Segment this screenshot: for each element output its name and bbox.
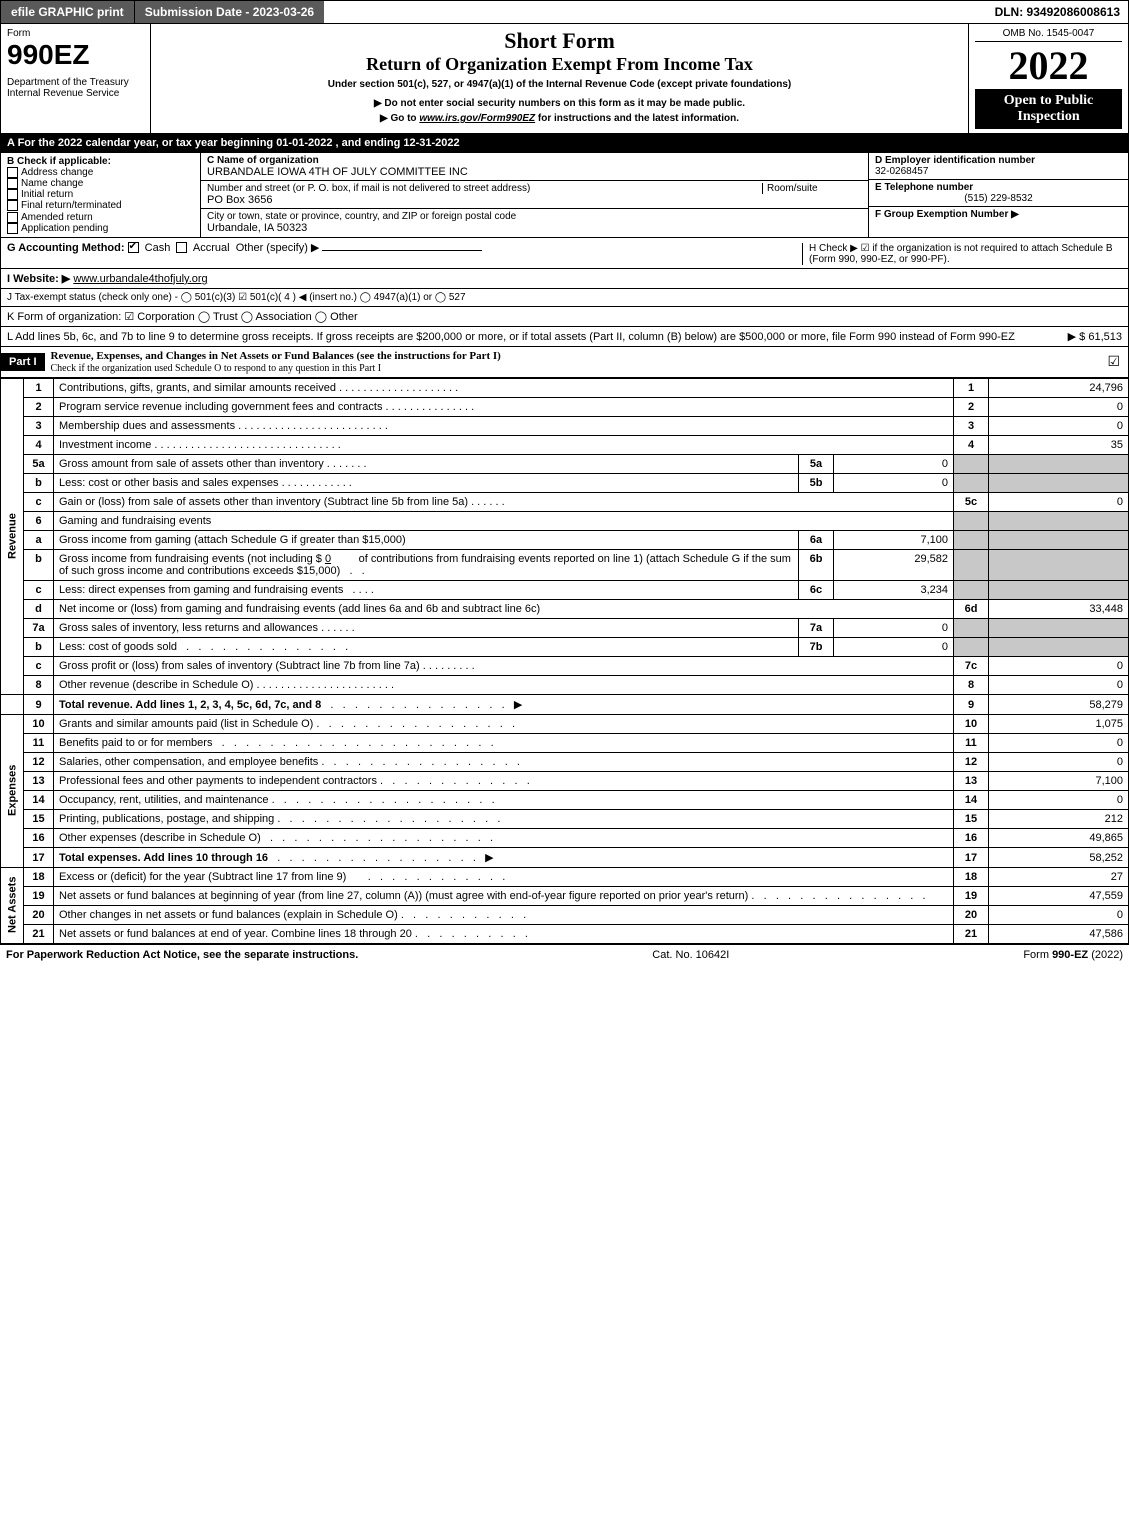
vert-revenue: Revenue bbox=[1, 378, 24, 694]
name-label: C Name of organization bbox=[207, 155, 862, 166]
topbar: efile GRAPHIC print Submission Date - 20… bbox=[0, 0, 1129, 24]
tel-value: (515) 229-8532 bbox=[875, 193, 1122, 204]
check-name[interactable]: Name change bbox=[7, 178, 194, 189]
dept-text: Department of the Treasury Internal Reve… bbox=[7, 77, 144, 99]
row-k: K Form of organization: ☑ Corporation ◯ … bbox=[0, 307, 1129, 327]
row-l-amount: ▶ $ 61,513 bbox=[1058, 330, 1122, 343]
footer: For Paperwork Reduction Act Notice, see … bbox=[0, 944, 1129, 965]
footer-form: Form 990-EZ (2022) bbox=[1023, 949, 1123, 961]
row-l-text: L Add lines 5b, 6c, and 7b to line 9 to … bbox=[7, 331, 1058, 343]
city-value: Urbandale, IA 50323 bbox=[207, 222, 862, 234]
row-l: L Add lines 5b, 6c, and 7b to line 9 to … bbox=[0, 327, 1129, 347]
part1-label: Part I bbox=[1, 353, 45, 371]
vert-expenses: Expenses bbox=[1, 714, 24, 867]
city-label: City or town, state or province, country… bbox=[207, 211, 862, 222]
g-label: G Accounting Method: bbox=[7, 242, 125, 254]
row-i: I Website: ▶ www.urbandale4thofjuly.org bbox=[0, 269, 1129, 289]
street-value: PO Box 3656 bbox=[207, 194, 762, 206]
box-c: C Name of organization URBANDALE IOWA 4T… bbox=[201, 153, 868, 237]
form-label: Form bbox=[7, 28, 144, 39]
row-h: H Check ▶ ☑ if the organization is not r… bbox=[802, 243, 1122, 265]
check-pending[interactable]: Application pending bbox=[7, 223, 194, 234]
website-label: I Website: ▶ bbox=[7, 273, 70, 285]
tel-label: E Telephone number bbox=[875, 182, 1122, 193]
title-block: Short Form Return of Organization Exempt… bbox=[151, 24, 968, 133]
check-accrual[interactable] bbox=[176, 242, 187, 253]
row-g-h: G Accounting Method: Cash Accrual Other … bbox=[0, 238, 1129, 269]
org-info-row: B Check if applicable: Address change Na… bbox=[0, 153, 1129, 238]
section-a-bar: A For the 2022 calendar year, or tax yea… bbox=[0, 133, 1129, 153]
ein-value: 32-0268457 bbox=[875, 166, 1122, 177]
under-section: Under section 501(c), 527, or 4947(a)(1)… bbox=[159, 79, 960, 90]
ein-label: D Employer identification number bbox=[875, 155, 1122, 166]
submission-date: Submission Date - 2023-03-26 bbox=[135, 1, 324, 23]
open-public: Open to Public Inspection bbox=[975, 89, 1122, 129]
vert-netassets: Net Assets bbox=[1, 867, 24, 943]
part1-title: Revenue, Expenses, and Changes in Net As… bbox=[51, 350, 501, 362]
street-label: Number and street (or P. O. box, if mail… bbox=[207, 183, 762, 194]
check-amended[interactable]: Amended return bbox=[7, 212, 194, 223]
year-block: OMB No. 1545-0047 2022 Open to Public In… bbox=[968, 24, 1128, 133]
part1-checked[interactable]: ☑ bbox=[1107, 353, 1128, 370]
check-initial[interactable]: Initial return bbox=[7, 189, 194, 200]
room-label: Room/suite bbox=[767, 183, 862, 194]
ssn-warning: ▶ Do not enter social security numbers o… bbox=[159, 98, 960, 109]
check-address[interactable]: Address change bbox=[7, 167, 194, 178]
omb-number: OMB No. 1545-0047 bbox=[975, 28, 1122, 42]
box-d: D Employer identification number 32-0268… bbox=[868, 153, 1128, 237]
part1-header: Part I Revenue, Expenses, and Changes in… bbox=[0, 347, 1129, 378]
footer-left: For Paperwork Reduction Act Notice, see … bbox=[6, 949, 358, 961]
title-short: Short Form bbox=[159, 28, 960, 54]
org-name: URBANDALE IOWA 4TH OF JULY COMMITTEE INC bbox=[207, 166, 862, 178]
tax-year: 2022 bbox=[975, 42, 1122, 89]
goto-link[interactable]: ▶ Go to www.irs.gov/Form990EZ for instru… bbox=[159, 113, 960, 124]
row-j: J Tax-exempt status (check only one) - ◯… bbox=[0, 289, 1129, 307]
box-b: B Check if applicable: Address change Na… bbox=[1, 153, 201, 237]
footer-cat: Cat. No. 10642I bbox=[358, 949, 1023, 961]
form-id-block: Form 990EZ Department of the Treasury In… bbox=[1, 24, 151, 133]
form-number: 990EZ bbox=[7, 39, 144, 71]
check-cash[interactable] bbox=[128, 242, 139, 253]
dln-label: DLN: 93492086008613 bbox=[987, 1, 1128, 23]
part1-table: Revenue 1 Contributions, gifts, grants, … bbox=[0, 378, 1129, 944]
group-exemption-label: F Group Exemption Number ▶ bbox=[875, 209, 1122, 220]
box-b-label: B Check if applicable: bbox=[7, 156, 194, 167]
website-link[interactable]: www.urbandale4thofjuly.org bbox=[73, 273, 207, 285]
line1-value: 24,796 bbox=[989, 378, 1129, 397]
title-main: Return of Organization Exempt From Incom… bbox=[159, 54, 960, 75]
efile-print-button[interactable]: efile GRAPHIC print bbox=[1, 1, 135, 23]
check-final[interactable]: Final return/terminated bbox=[7, 200, 194, 211]
part1-check-note: Check if the organization used Schedule … bbox=[51, 363, 382, 374]
